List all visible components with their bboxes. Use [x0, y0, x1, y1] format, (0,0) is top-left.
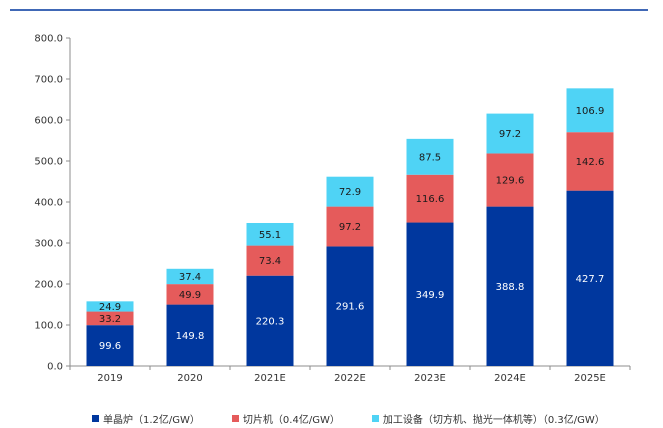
bar-segment	[166, 304, 214, 366]
x-tick-label: 2019	[97, 373, 122, 384]
data-label: 116.6	[416, 194, 445, 205]
data-label: 24.9	[99, 302, 121, 313]
y-tick-label: 300.0	[34, 239, 63, 250]
bar-segment	[566, 190, 614, 366]
data-label: 87.5	[419, 152, 441, 163]
y-tick-label: 0.0	[47, 362, 63, 373]
data-label: 55.1	[259, 230, 281, 241]
y-tick-label: 100.0	[34, 321, 63, 332]
data-label: 220.3	[256, 316, 285, 327]
x-tick-label: 2025E	[574, 373, 606, 384]
legend-swatch-single-crystal-furnace	[92, 414, 99, 422]
data-label: 73.4	[259, 256, 281, 267]
x-tick-label: 2020	[177, 373, 202, 384]
data-label: 142.6	[576, 157, 605, 168]
data-label: 106.9	[576, 106, 605, 117]
y-tick-label: 200.0	[34, 280, 63, 291]
bar-segment	[406, 138, 454, 175]
legend-label-processing-equipment: 加工设备（切方机、抛光一体机等）（0.3亿/GW）	[382, 414, 605, 426]
x-tick-label: 2021E	[254, 373, 286, 384]
bar-segment	[326, 206, 374, 247]
axes: 0.0 100.0 200.0 300.0 400.0 500.0 600.0 700.0 80…	[34, 34, 631, 384]
y-tick-label: 500.0	[34, 157, 63, 168]
bar-segment	[86, 325, 134, 366]
legend-item-slicer: 切片机（0.4亿/GW）	[231, 411, 340, 426]
data-label: 33.2	[99, 314, 121, 325]
bars: 99.6 33.224.9 149.8 49.9 37.4 220.3 73.4 55.1 29…	[86, 88, 614, 366]
data-label: 97.2	[499, 129, 521, 140]
bar-segment	[166, 268, 214, 285]
data-label: 388.8	[496, 282, 525, 293]
bar-segment	[326, 246, 374, 366]
data-label: 72.9	[339, 187, 361, 198]
bar-segment	[326, 176, 374, 207]
x-tick-label: 2022E	[334, 373, 366, 384]
bar-segment	[406, 174, 454, 223]
y-tick-label: 700.0	[34, 75, 63, 86]
x-tick-label: 2024E	[494, 373, 526, 384]
legend-label-slicer: 切片机（0.4亿/GW）	[242, 414, 340, 426]
bar-segment	[86, 311, 134, 326]
legend: 单晶炉（1.2亿/GW） 切片机（0.4亿/GW） 加工设备（切方机、抛光一体机…	[92, 411, 637, 426]
legend-label-single-crystal-furnace: 单晶炉（1.2亿/GW）	[103, 414, 200, 426]
y-tick-label: 800.0	[34, 34, 63, 45]
bar-segment	[486, 113, 534, 154]
x-tick-label: 2023E	[414, 373, 446, 384]
data-label: 427.7	[576, 274, 605, 285]
bar-segment	[246, 275, 294, 366]
data-label: 291.6	[336, 302, 365, 313]
data-label: 49.9	[179, 290, 201, 301]
data-label: 37.4	[179, 272, 201, 283]
legend-item-single-crystal-furnace: 单晶炉（1.2亿/GW）	[92, 411, 200, 426]
bar-segment	[246, 245, 294, 276]
legend-swatch-slicer	[231, 414, 239, 422]
bar-segment	[406, 222, 454, 366]
bar-segment	[486, 153, 534, 207]
bar-segment	[166, 284, 214, 305]
legend-swatch-processing-equipment	[371, 414, 379, 422]
bar-segment	[566, 132, 614, 191]
bar-segment	[86, 301, 134, 312]
bar-segment	[566, 88, 614, 133]
y-tick-label: 600.0	[34, 116, 63, 127]
data-label: 97.2	[339, 222, 361, 233]
data-label: 149.8	[176, 331, 205, 342]
y-tick-label: 400.0	[34, 198, 63, 209]
legend-item-processing-equipment: 加工设备（切方机、抛光一体机等）（0.3亿/GW）	[371, 411, 605, 426]
data-label: 129.6	[496, 176, 525, 187]
bar-segment	[486, 206, 534, 366]
data-label: 349.9	[416, 290, 445, 301]
data-label: 99.6	[99, 341, 121, 352]
bar-segment	[246, 222, 294, 246]
